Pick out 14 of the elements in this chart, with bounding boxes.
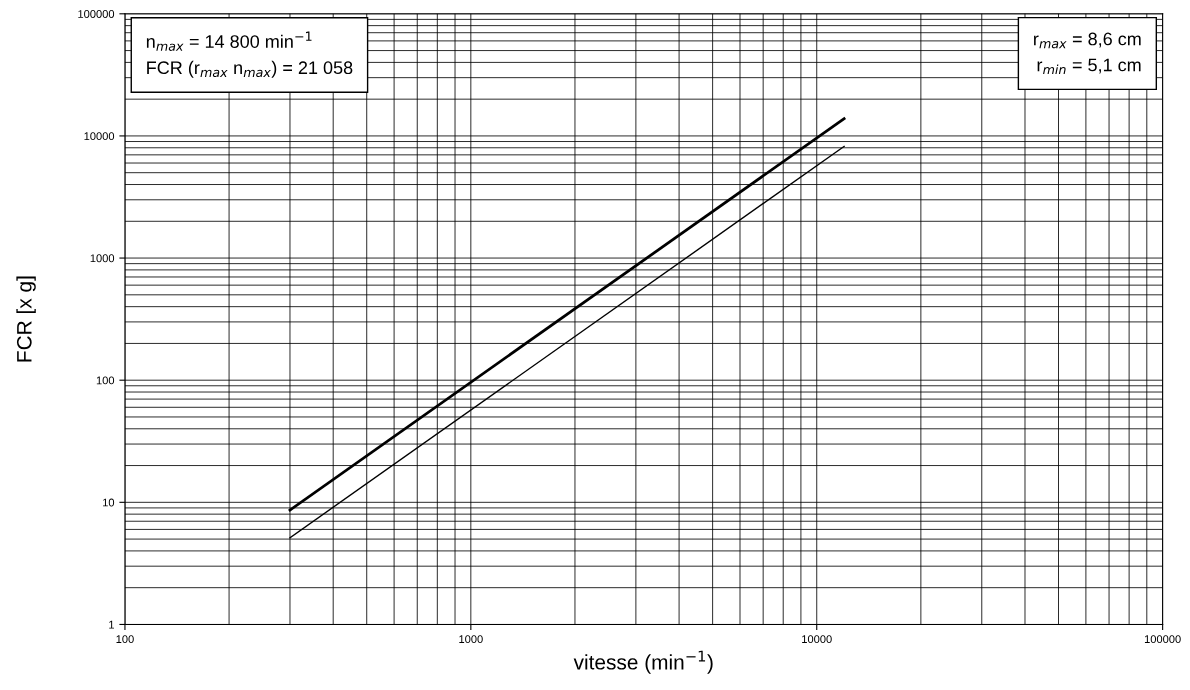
y-tick-label: 10	[103, 498, 115, 507]
y-axis-title: FCR [x g]	[16, 276, 36, 362]
x-tick-label: 10000	[802, 635, 832, 644]
text: n$_{max}$ = 14 800 min$^{−1}$ FCR (r$_{max}$ n$_{max}$) = 21 058	[146, 31, 353, 78]
y-tick-label: 100000	[78, 10, 115, 18]
y-tick-label: 1	[109, 620, 114, 629]
x-tick-label: 100	[116, 635, 134, 644]
y-tick-label: 100	[96, 376, 115, 385]
y-tick-label: 10000	[84, 132, 115, 141]
x-axis-title: vitesse (min$^{−1}$)	[573, 650, 713, 674]
x-tick-label: 100000	[1144, 635, 1181, 644]
x-tick-label: 1000	[459, 635, 483, 644]
text: r$_{max}$ = 8,6 cm r$_{min}$ = 5,1 cm	[1034, 32, 1141, 75]
y-tick-label: 1000	[90, 254, 115, 263]
